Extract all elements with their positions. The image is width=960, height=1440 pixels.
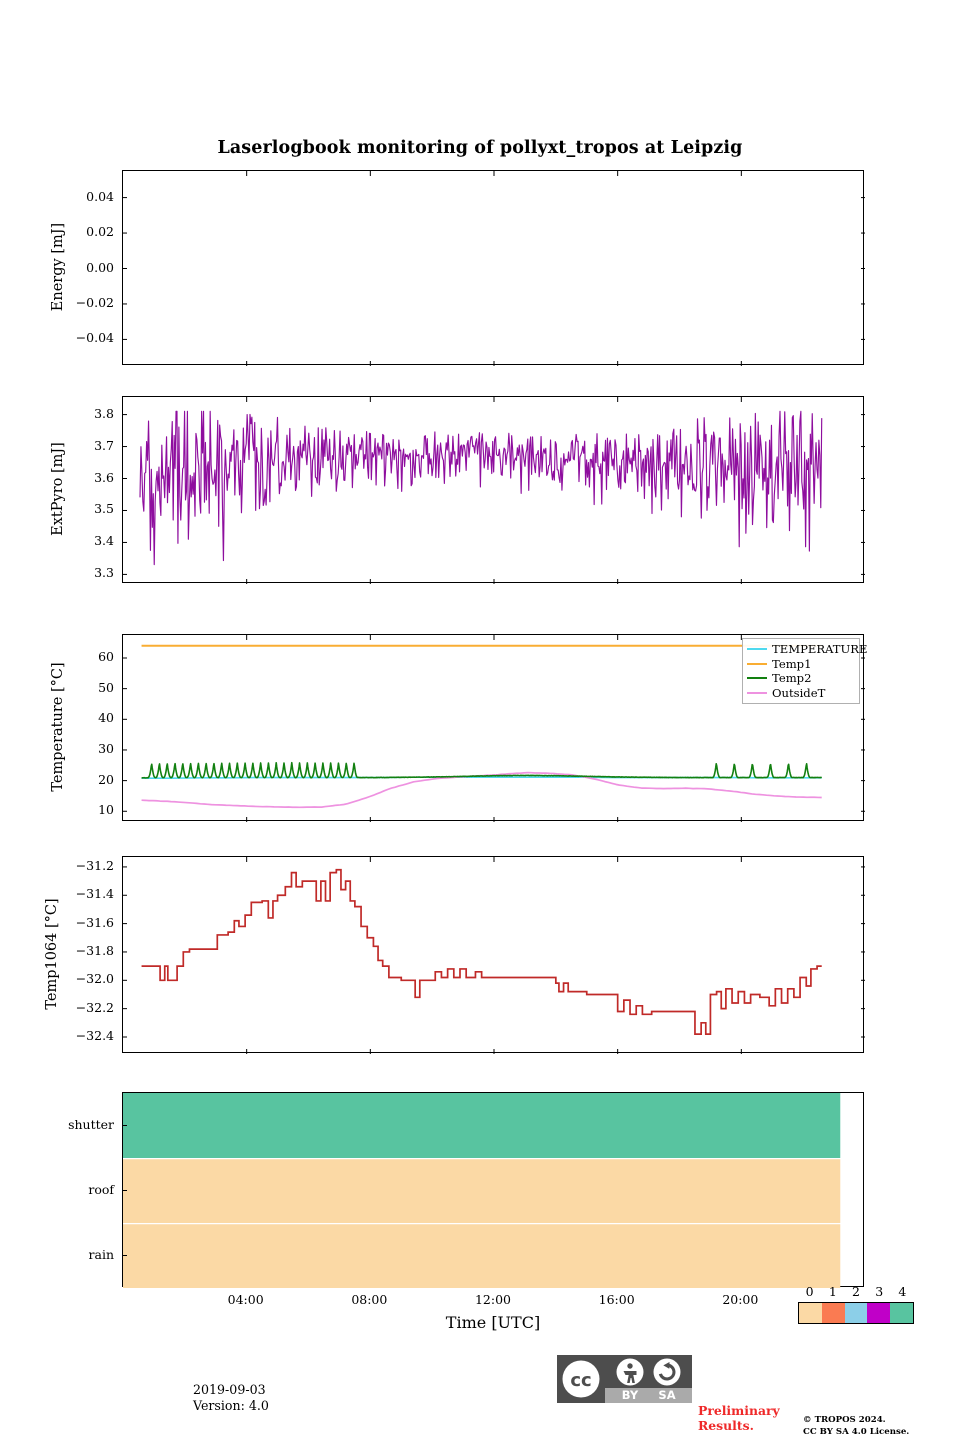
- colorbar-cell-2: [844, 1303, 868, 1323]
- colorbar-cell-4: [890, 1303, 913, 1323]
- status-row-label-roof: roof: [88, 1181, 114, 1197]
- x-axis-label: Time [UTC]: [445, 1313, 541, 1332]
- panel-temperature: [122, 634, 865, 822]
- cc-by-label: BY: [622, 1388, 639, 1402]
- y-tick-energy: 0.04: [86, 188, 114, 204]
- page-title: Laserlogbook monitoring of pollyxt_tropo…: [217, 138, 743, 158]
- panel-canvas-temperature: [123, 635, 865, 822]
- legend-item-temp1[interactable]: Temp1: [747, 657, 854, 672]
- legend-item-temp2[interactable]: Temp2: [747, 671, 854, 686]
- legend-swatch-icon: [747, 677, 767, 680]
- y-tick-temperature: 20: [98, 771, 114, 787]
- footer-date-version: 2019-09-03 Version: 4.0: [193, 1382, 269, 1413]
- copyright-line-1: © TROPOS 2024.: [803, 1415, 886, 1425]
- preliminary-line-2: Results.: [698, 1417, 754, 1433]
- x-tick: 12:00: [474, 1292, 512, 1307]
- colorbar-cell-3: [867, 1303, 891, 1323]
- y-tick-extpyro: 3.7: [94, 437, 114, 453]
- x-tick: 08:00: [351, 1292, 388, 1307]
- panel-canvas-status: [123, 1093, 841, 1288]
- panel-status: [122, 1092, 864, 1288]
- copyright-note: © TROPOS 2024. CC BY SA 4.0 License.: [803, 1414, 909, 1439]
- colorbar-cell-0: [799, 1303, 822, 1323]
- colorbar-tick-3: 3: [875, 1284, 884, 1299]
- panel-canvas-energy: [123, 171, 865, 366]
- colorbar-tick-0: 0: [805, 1284, 814, 1299]
- y-tick-extpyro: 3.3: [94, 565, 114, 581]
- y-tick-temp1064: −31.6: [75, 914, 114, 930]
- legend-label: Temp2: [772, 671, 812, 686]
- y-tick-temp1064: −32.4: [75, 1027, 114, 1043]
- y-tick-temperature: 40: [98, 710, 114, 726]
- legend-swatch-icon: [747, 662, 767, 665]
- copyright-line-2: CC BY SA 4.0 License.: [803, 1427, 910, 1438]
- y-tick-temp1064: −31.2: [75, 857, 114, 873]
- y-tick-temperature: 60: [98, 648, 114, 664]
- y-tick-extpyro: 3.4: [94, 533, 114, 549]
- svg-text:cc: cc: [570, 1370, 591, 1391]
- cc-sa-label: SA: [658, 1388, 675, 1402]
- y-tick-temp1064: −31.8: [75, 942, 114, 958]
- y-tick-temp1064: −31.4: [75, 886, 114, 902]
- legend-item-temperature[interactable]: TEMPERATURE: [747, 642, 868, 657]
- y-tick-energy: 0.00: [86, 259, 114, 275]
- y-tick-temp1064: −32.0: [75, 971, 114, 987]
- y-tick-extpyro: 3.5: [94, 501, 114, 517]
- cc-by-sa-icon: cc BY SA: [557, 1355, 692, 1403]
- colorbar-tick-2: 2: [852, 1284, 860, 1299]
- colorbar-cell-1: [821, 1303, 845, 1323]
- footer-date: 2019-09-03: [193, 1382, 266, 1397]
- x-tick: 04:00: [227, 1292, 264, 1307]
- y-tick-extpyro: 3.6: [94, 469, 114, 485]
- y-tick-energy: −0.04: [75, 330, 114, 346]
- panel-canvas-temp1064: [123, 857, 865, 1054]
- panel-energy: [122, 170, 865, 366]
- x-tick: 20:00: [722, 1292, 759, 1307]
- creative-commons-badge: cc BY SA: [557, 1355, 692, 1403]
- y-tick-temperature: 10: [98, 802, 114, 818]
- y-tick-energy: 0.02: [86, 224, 114, 240]
- temperature-legend: TEMPERATURE Temp1 Temp2 OutsideT: [742, 638, 868, 704]
- preliminary-results-note: Preliminary Results.: [698, 1403, 780, 1434]
- y-tick-temperature: 30: [98, 740, 114, 756]
- status-row-label-rain: rain: [88, 1246, 114, 1262]
- legend-label: Temp1: [772, 656, 812, 671]
- y-tick-temp1064: −32.2: [75, 999, 114, 1015]
- panel-temp1064: [122, 856, 865, 1054]
- y-tick-energy: −0.02: [75, 294, 114, 310]
- footer-version: Version: 4.0: [193, 1397, 269, 1413]
- legend-label: OutsideT: [772, 685, 826, 700]
- y-tick-extpyro: 3.8: [94, 405, 114, 421]
- x-tick: 16:00: [598, 1292, 635, 1307]
- colorbar-tick-1: 1: [828, 1284, 837, 1299]
- legend-swatch-icon: [747, 648, 767, 651]
- panel-extpyro: [122, 396, 865, 584]
- status-row-label-shutter: shutter: [68, 1116, 114, 1132]
- legend-swatch-icon: [747, 691, 767, 694]
- legend-label: TEMPERATURE: [772, 642, 868, 657]
- legend-item-outsidet[interactable]: OutsideT: [747, 686, 854, 701]
- colorbar-tick-4: 4: [898, 1284, 907, 1299]
- y-tick-temperature: 50: [98, 679, 114, 695]
- panel-canvas-extpyro: [123, 397, 865, 584]
- preliminary-line-1: Preliminary: [698, 1403, 780, 1418]
- colorbar-cells: [798, 1302, 914, 1324]
